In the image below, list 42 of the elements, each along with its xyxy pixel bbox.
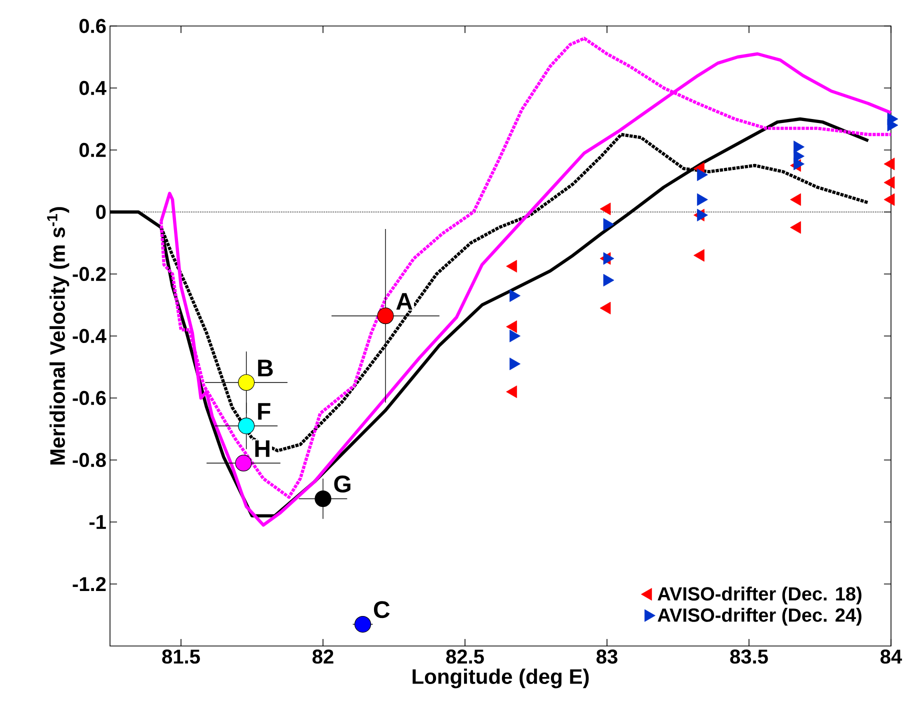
point [354,616,372,633]
x-tick-label: 82 [312,650,334,664]
point [600,302,611,314]
legend-label: AVISO-drifter (Dec. 18) [658,586,862,604]
point [790,193,801,206]
annotation: G [334,476,350,493]
y-tick-label: 0.6 [79,18,106,34]
y-tick-label: -1 [89,515,106,529]
point [238,374,255,391]
point [884,158,895,170]
annotation: H [255,440,270,457]
y-tick-label: 0.4 [79,80,106,96]
point [694,249,704,262]
point [235,454,252,472]
annotation: B [258,360,273,376]
point [884,193,895,206]
x-axis-title: Longitude (deg E) [412,668,589,688]
point [790,221,801,234]
annotation: F [258,403,270,420]
point [600,202,611,216]
y-tick-label: -0.2 [72,266,106,282]
legend-label: AVISO-drifter (Dec. 24) [658,608,862,626]
x-tick-label: 81.5 [162,650,200,664]
x-tick-label: 83 [596,650,618,664]
x-tick-label: 84 [880,650,902,664]
point [238,418,255,434]
y-tick-label: -0.6 [72,390,106,406]
annotation: A [396,293,412,310]
annotation: C [374,601,390,618]
x-tick-label: 83.5 [730,650,768,664]
point [506,260,517,272]
point [506,320,517,333]
x-tick-label: 82.5 [446,650,484,664]
y-tick-label: 0 [96,204,106,220]
y-tick-label: -1.2 [72,577,106,591]
point [884,176,895,189]
point [506,386,517,398]
point [314,490,332,508]
y-tick-label: -0.8 [72,452,106,468]
y-tick-label: -0.4 [72,328,106,344]
y-tick-label: 0.2 [79,142,106,158]
y-axis-title: Meridional Velocity (m s$^{-1}$) [47,207,70,464]
